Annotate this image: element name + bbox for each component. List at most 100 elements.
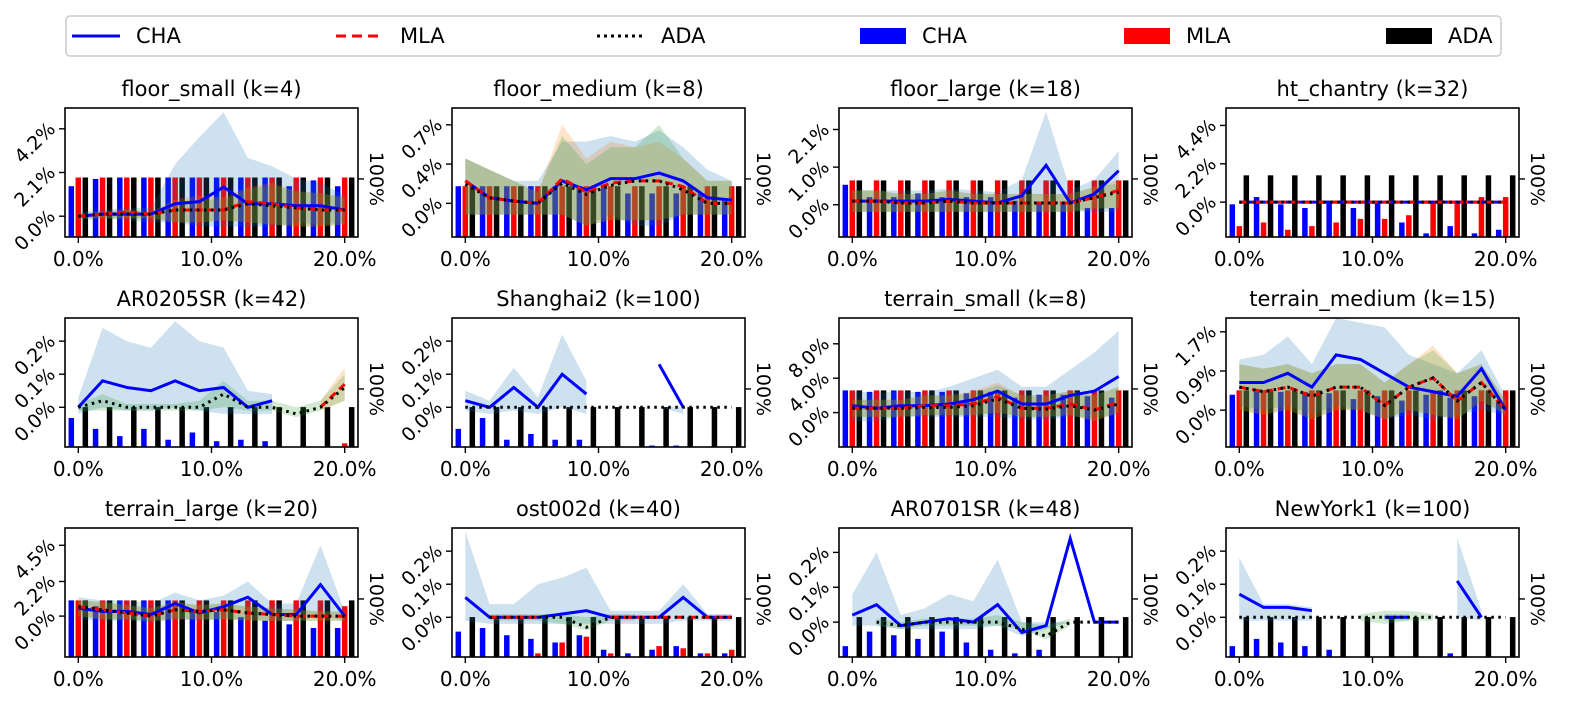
panel-10: ost002d (k=40)0.0% 10.0% 20.0%0.0%0.1%0.2%… (397, 497, 774, 691)
bar-mla (994, 180, 1001, 237)
bar-cha (92, 178, 99, 237)
bar-cha (213, 612, 220, 657)
panel-title: floor_medium (k=8) (493, 77, 704, 102)
bar-cha (600, 186, 607, 237)
bar-cha (1471, 396, 1478, 447)
legend-frame (65, 15, 1502, 57)
bar-mla (898, 390, 904, 447)
bar-cha (552, 186, 558, 237)
bar-ada (203, 600, 210, 657)
band-cha (852, 330, 1119, 422)
bar-ada (518, 407, 524, 447)
bar-cha (238, 617, 244, 657)
bar-ada (82, 407, 89, 447)
bar-ada (663, 407, 669, 447)
bar-ada (977, 617, 984, 657)
bar-ada (179, 177, 185, 237)
bar-cha (963, 197, 970, 237)
bar-mla (1309, 390, 1315, 447)
panel-9: terrain_large (k=20)0.0% 10.0% 20.0%0.0%2.… (10, 497, 387, 691)
x-tick-label: 20.0% (1087, 667, 1151, 691)
bar-cha (238, 439, 244, 447)
panel-4: ht_chantry (k=32)0.0% 10.0% 20.0%0.0%2.2%4… (1171, 77, 1548, 271)
x-tick-label: 0.0% (53, 457, 104, 481)
x-tick-label: 20.0% (700, 457, 764, 481)
plot-area (842, 330, 1129, 447)
y2-tick-label: 100% (752, 362, 774, 416)
bar-ada (1461, 175, 1467, 237)
bar-cha (286, 186, 292, 237)
x-tick-label: 20.0% (700, 247, 764, 271)
plot-area (68, 321, 355, 447)
bar-cha (939, 631, 945, 657)
bar-cha (842, 184, 849, 237)
bar-ada (324, 407, 331, 447)
x-tick-label: 0.0% (53, 247, 104, 271)
legend-label-bar-mla: MLA (1186, 24, 1231, 48)
bar-cha (1423, 394, 1429, 447)
bar-mla (970, 390, 977, 447)
bar-cha (1495, 229, 1502, 237)
bar-ada (1437, 617, 1443, 657)
bar-cha (455, 631, 462, 657)
x-tick-label: 0.0% (827, 247, 878, 271)
y-tick-label: 0.0% (784, 194, 834, 244)
bar-cha (1399, 222, 1405, 237)
bar-ada (711, 407, 718, 447)
bar-ada (1001, 180, 1008, 237)
bar-ada (1292, 175, 1298, 237)
bar-cha (963, 642, 970, 657)
x-tick-label: 0.0% (440, 667, 491, 691)
bar-mla (75, 600, 82, 657)
line-cha (464, 171, 732, 205)
line-cha (657, 363, 685, 409)
bar-mla (559, 186, 565, 237)
bar-mla (99, 600, 106, 657)
bar-mla (535, 653, 541, 657)
bar-cha (455, 186, 462, 237)
bar-mla (583, 186, 590, 237)
bar-ada (1074, 180, 1080, 237)
band-mla (320, 367, 345, 411)
y-tick-label: 1.7% (1171, 321, 1221, 371)
bar-mla (148, 177, 154, 237)
bar-ada (252, 600, 258, 657)
bar-mla (946, 180, 952, 237)
band-cha (1457, 537, 1482, 621)
panel-title: ost002d (k=40) (516, 497, 681, 521)
band-cha (852, 552, 1071, 637)
legend-swatch-ada (1386, 28, 1432, 44)
bar-mla (293, 600, 299, 657)
bar-cha (576, 439, 583, 447)
bar-ada (155, 177, 161, 237)
bar-mla (196, 600, 203, 657)
bar-ada (1267, 390, 1274, 447)
line-mla (319, 383, 346, 409)
bar-ada (735, 186, 742, 237)
bar-cha (1495, 402, 1502, 447)
bar-cha (1447, 653, 1453, 657)
bar-cha (673, 193, 679, 237)
bar-mla (99, 177, 106, 237)
bar-cha (117, 177, 123, 237)
bar-cha (68, 186, 75, 237)
x-tick-label: 20.0% (313, 247, 377, 271)
bar-ada (856, 180, 863, 237)
x-tick-label: 10.0% (180, 667, 244, 691)
bar-ada (493, 617, 500, 657)
bar-cha (286, 624, 292, 657)
bar-ada (1316, 617, 1322, 657)
bar-cha (1012, 653, 1018, 657)
bar-mla (124, 177, 130, 237)
bar-cha (915, 391, 921, 447)
bar-cha (721, 200, 728, 237)
bar-ada (1098, 390, 1105, 447)
line-cha (852, 375, 1120, 410)
bar-mla (1454, 200, 1460, 237)
y2-tick-label: 100% (1139, 572, 1161, 626)
bar-cha (68, 600, 75, 657)
bar-mla (728, 186, 735, 237)
bar-ada (252, 407, 258, 447)
bar-mla (220, 177, 227, 237)
bar-cha (939, 197, 945, 237)
